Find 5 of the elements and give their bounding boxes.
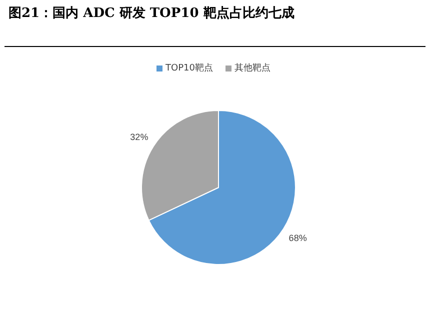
legend-label: 其他靶点 bbox=[234, 62, 270, 74]
chart-title: 图21：国内 ADC 研发 TOP10 靶点占比约七成 bbox=[8, 5, 294, 21]
data-label: 68% bbox=[288, 232, 307, 243]
legend-label: TOP10靶点 bbox=[164, 62, 213, 74]
data-label: 32% bbox=[130, 132, 148, 142]
